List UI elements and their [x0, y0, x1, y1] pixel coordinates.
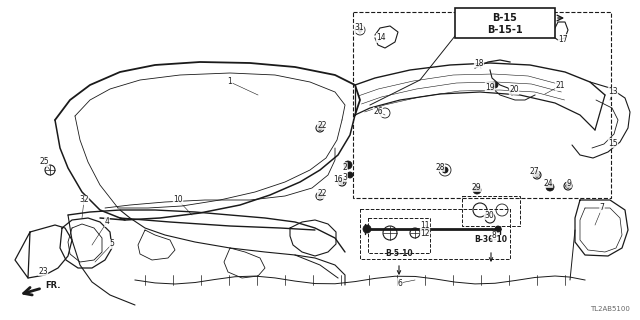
Bar: [353, 12, 611, 198]
Text: 14: 14: [376, 34, 386, 43]
Bar: [462, 196, 520, 226]
Text: B-5-10: B-5-10: [385, 249, 413, 258]
Circle shape: [363, 225, 371, 233]
Text: 29: 29: [471, 182, 481, 191]
Text: 22: 22: [317, 121, 327, 130]
Text: 8: 8: [492, 231, 497, 241]
Circle shape: [495, 226, 501, 232]
Text: 15: 15: [608, 139, 618, 148]
Circle shape: [340, 180, 344, 184]
Circle shape: [318, 194, 322, 198]
Text: 2: 2: [342, 163, 348, 172]
Text: 21: 21: [556, 82, 564, 91]
Text: B-15: B-15: [493, 13, 517, 23]
Text: 4: 4: [104, 218, 109, 227]
Bar: [360, 209, 510, 259]
Bar: [455, 8, 555, 38]
Circle shape: [473, 186, 481, 194]
Text: B-15-1: B-15-1: [487, 25, 523, 35]
Text: 1: 1: [228, 77, 232, 86]
Text: 28: 28: [435, 163, 445, 172]
Text: 3: 3: [342, 172, 348, 181]
Text: 12: 12: [420, 229, 429, 238]
Circle shape: [546, 183, 554, 191]
Bar: [368, 218, 430, 253]
Text: 23: 23: [38, 267, 48, 276]
Text: 16: 16: [333, 175, 343, 185]
Text: 24: 24: [543, 179, 553, 188]
Circle shape: [347, 172, 353, 178]
Text: 25: 25: [39, 157, 49, 166]
Text: TL2AB5100: TL2AB5100: [590, 306, 630, 312]
Circle shape: [344, 161, 352, 169]
Text: 13: 13: [608, 87, 618, 97]
Text: 26: 26: [373, 108, 383, 116]
Text: 7: 7: [600, 204, 604, 212]
Circle shape: [442, 167, 448, 173]
Circle shape: [566, 184, 570, 188]
Circle shape: [358, 28, 362, 32]
Text: 10: 10: [173, 196, 183, 204]
Text: 9: 9: [566, 179, 572, 188]
Text: 27: 27: [529, 167, 539, 177]
Circle shape: [492, 82, 498, 88]
Text: 30: 30: [484, 211, 494, 220]
Text: 5: 5: [109, 239, 115, 249]
Text: 22: 22: [317, 189, 327, 198]
Text: 11: 11: [420, 220, 429, 229]
Text: 17: 17: [558, 35, 568, 44]
Text: 6: 6: [397, 278, 403, 287]
Text: 18: 18: [474, 59, 484, 68]
Text: B-36-10: B-36-10: [474, 236, 508, 244]
Circle shape: [318, 126, 322, 130]
Text: FR.: FR.: [24, 281, 61, 295]
Text: 20: 20: [509, 85, 519, 94]
Circle shape: [535, 173, 539, 177]
Text: 19: 19: [485, 83, 495, 92]
Text: 31: 31: [354, 23, 364, 33]
Text: 32: 32: [79, 196, 89, 204]
